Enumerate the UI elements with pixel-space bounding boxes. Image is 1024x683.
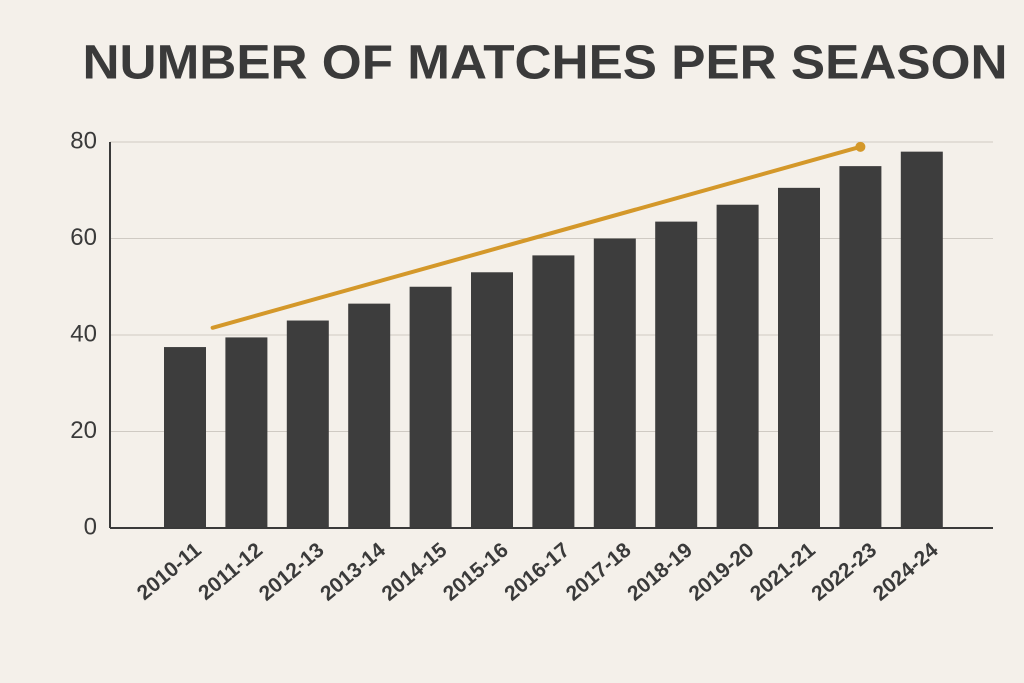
y-tick-label: 60 [70, 224, 97, 251]
bar [348, 303, 391, 528]
bar [900, 151, 943, 528]
bar [409, 286, 452, 528]
bar [778, 187, 820, 528]
y-tick-label: 20 [70, 417, 97, 444]
trend-line [210, 144, 863, 330]
y-tick-label: 80 [70, 127, 97, 154]
y-tick-label: 0 [84, 513, 97, 540]
bar [164, 347, 206, 528]
bar [225, 337, 268, 528]
bar [839, 166, 882, 528]
y-tick-label: 40 [70, 320, 97, 347]
bar [532, 255, 575, 528]
bar [286, 320, 329, 528]
bar [716, 204, 759, 528]
trend-end-marker [855, 141, 866, 152]
chart-title: NUMBER OF MATCHES PER SEASON [83, 37, 1008, 90]
bar [655, 221, 698, 529]
bar [471, 272, 513, 528]
bar [593, 238, 636, 528]
